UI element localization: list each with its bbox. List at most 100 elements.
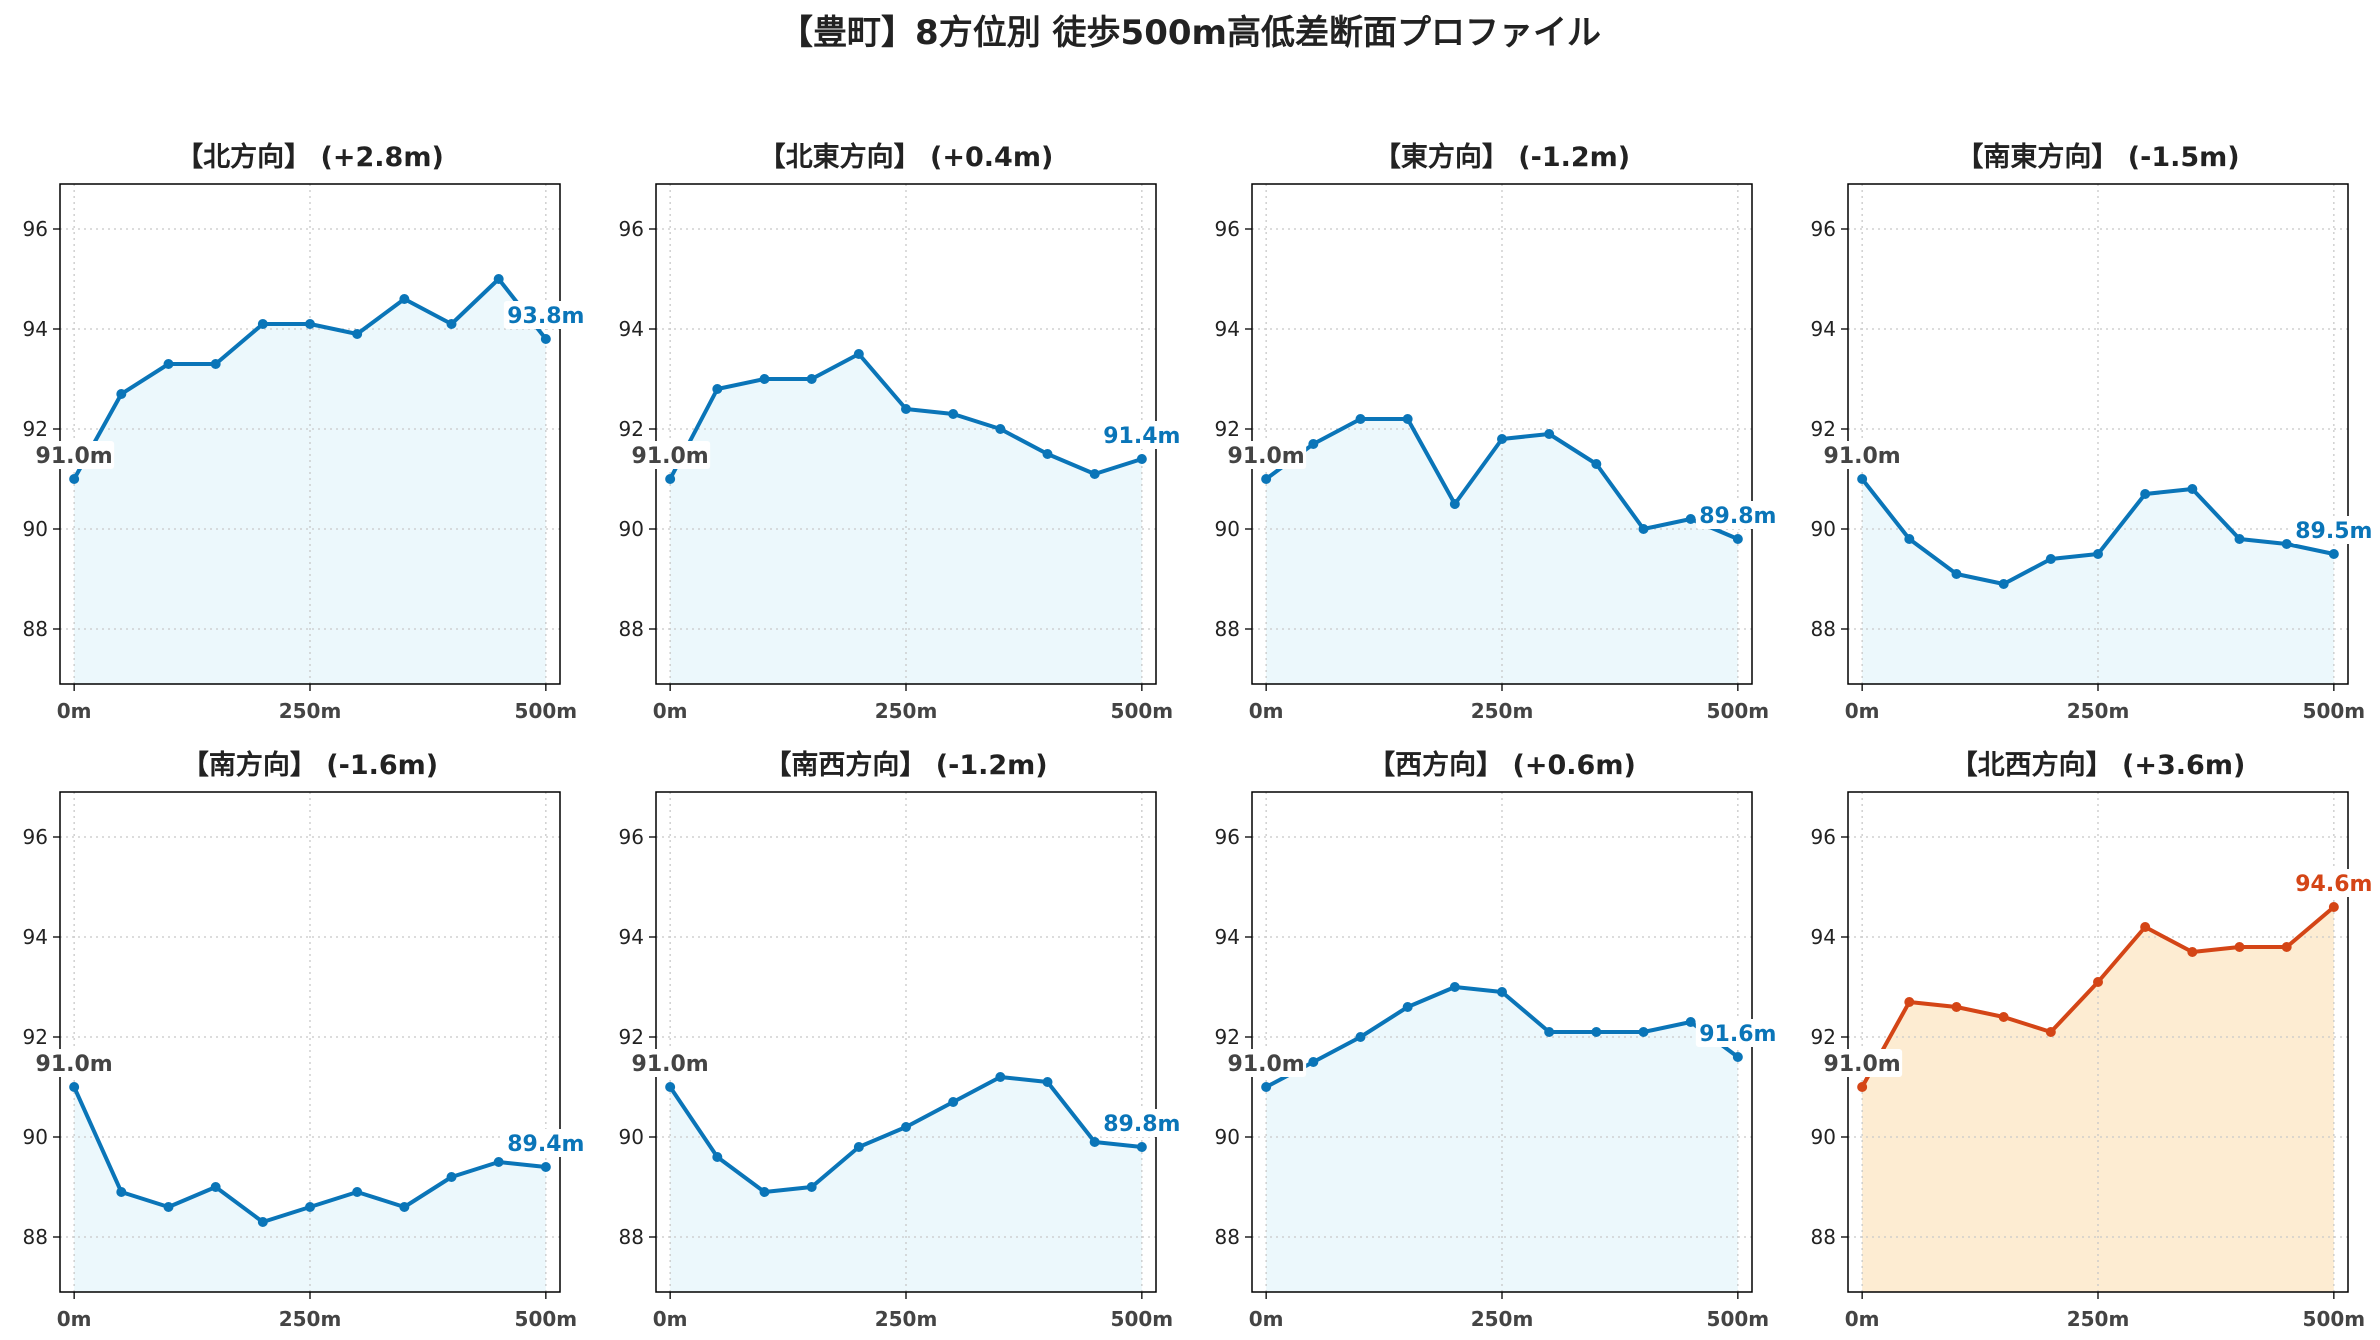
y-tick-label: 92	[1811, 417, 1836, 441]
x-tick-label: 0m	[653, 699, 688, 723]
y-tick-label: 88	[1215, 617, 1240, 641]
y-tick-label: 90	[619, 517, 644, 541]
start-label-box	[630, 1049, 711, 1077]
start-label-box	[630, 441, 711, 469]
data-point	[665, 1082, 676, 1092]
x-tick-label: 500m	[1111, 1307, 1174, 1331]
data-point	[163, 1202, 174, 1212]
y-tick-label: 88	[23, 617, 48, 641]
start-elevation-label: 91.0m	[1824, 444, 1901, 469]
data-point	[493, 1157, 504, 1167]
x-tick-label: 250m	[2067, 1307, 2130, 1331]
data-point	[1308, 1057, 1319, 1067]
data-point	[1355, 414, 1366, 424]
data-point	[2093, 549, 2103, 559]
x-tick-label: 0m	[1845, 1307, 1880, 1331]
x-tick-label: 250m	[2067, 699, 2130, 723]
panel-title: 【西方向】 (+0.6m)	[1368, 749, 1636, 781]
data-point	[2140, 922, 2151, 932]
data-point	[257, 319, 268, 329]
start-label-box	[34, 441, 115, 469]
y-tick-label: 88	[619, 617, 644, 641]
data-point	[712, 384, 723, 394]
y-tick-label: 88	[23, 1225, 48, 1249]
data-point	[1402, 414, 1413, 424]
start-label-box	[1822, 441, 1903, 469]
area-fill	[74, 1087, 546, 1292]
y-tick-label: 90	[23, 517, 48, 541]
chart-panels: 【北方向】 (+2.8m) 88 90 92 94 96 0m 250m 500m 91.0m 93…	[23, 141, 2376, 1331]
data-point	[1951, 1002, 1962, 1012]
y-tick-label: 88	[1811, 617, 1836, 641]
y-tick-label: 90	[1215, 517, 1240, 541]
data-point	[116, 1187, 127, 1197]
data-point	[1042, 449, 1053, 459]
figure-title: 【豊町】8方位別 徒歩500m高低差断面プロファイル	[779, 13, 1601, 53]
x-tick-label: 250m	[279, 1307, 342, 1331]
data-point	[1998, 1012, 2009, 1022]
panel-title: 【北東方向】 (+0.4m)	[759, 141, 1054, 173]
data-point	[257, 1217, 268, 1227]
x-tick-label: 0m	[1845, 699, 1880, 723]
data-point	[1089, 1137, 1100, 1147]
y-tick-label: 96	[1811, 217, 1836, 241]
data-point	[1449, 982, 1460, 992]
x-tick-label: 500m	[2303, 1307, 2366, 1331]
y-tick-label: 94	[23, 317, 48, 341]
data-point	[540, 1162, 551, 1172]
start-label-box	[1822, 1049, 1903, 1077]
y-tick-label: 92	[1811, 1025, 1836, 1049]
data-point	[759, 1187, 770, 1197]
y-tick-label: 96	[619, 217, 644, 241]
data-point	[1042, 1077, 1053, 1087]
data-point	[1951, 569, 1962, 579]
chart-panel: 【北方向】 (+2.8m) 88 90 92 94 96 0m 250m 500m 91.0m 93…	[23, 141, 588, 723]
area-fill	[74, 279, 546, 684]
start-elevation-label: 91.0m	[1228, 444, 1305, 469]
data-point	[352, 329, 363, 339]
area-fill	[670, 354, 1142, 684]
panel-title: 【南西方向】 (-1.2m)	[764, 749, 1047, 781]
x-tick-label: 0m	[57, 1307, 92, 1331]
x-tick-label: 250m	[279, 699, 342, 723]
x-tick-label: 500m	[515, 699, 578, 723]
data-point	[901, 404, 911, 414]
x-tick-label: 0m	[653, 1307, 688, 1331]
end-label-box	[1099, 1109, 1184, 1137]
y-tick-label: 90	[1811, 517, 1836, 541]
area-fill	[670, 1077, 1142, 1292]
y-tick-label: 90	[619, 1125, 644, 1149]
panel-title: 【南方向】 (-1.6m)	[182, 749, 438, 781]
data-point	[1261, 1082, 1272, 1092]
data-point	[399, 1202, 410, 1212]
y-tick-label: 88	[1811, 1225, 1836, 1249]
data-point	[1685, 514, 1696, 524]
data-point	[1998, 579, 2009, 589]
end-elevation-label: 89.8m	[1699, 504, 1776, 529]
y-tick-label: 96	[1811, 825, 1836, 849]
x-tick-label: 0m	[1249, 1307, 1284, 1331]
data-point	[493, 274, 504, 284]
y-tick-label: 92	[619, 417, 644, 441]
data-point	[446, 319, 457, 329]
start-elevation-label: 91.0m	[632, 1052, 709, 1077]
end-label-box	[1695, 1019, 1780, 1047]
data-point	[948, 409, 959, 419]
data-point	[853, 1142, 864, 1152]
start-label-box	[1226, 441, 1307, 469]
data-point	[2234, 534, 2245, 544]
start-elevation-label: 91.0m	[36, 1052, 113, 1077]
end-elevation-label: 94.6m	[2295, 872, 2372, 897]
y-tick-label: 88	[1215, 1225, 1240, 1249]
end-label-box	[2291, 869, 2376, 897]
data-point	[446, 1172, 457, 1182]
data-point	[1857, 474, 1868, 484]
chart-panel: 【北東方向】 (+0.4m) 88 90 92 94 96 0m 250m 500m 91.0m 9…	[619, 141, 1184, 723]
data-point	[1544, 1027, 1555, 1037]
end-elevation-label: 89.4m	[507, 1132, 584, 1157]
data-point	[2045, 1027, 2056, 1037]
data-point	[995, 1072, 1006, 1082]
x-tick-label: 500m	[1707, 1307, 1770, 1331]
start-elevation-label: 91.0m	[632, 444, 709, 469]
y-tick-label: 94	[619, 925, 644, 949]
